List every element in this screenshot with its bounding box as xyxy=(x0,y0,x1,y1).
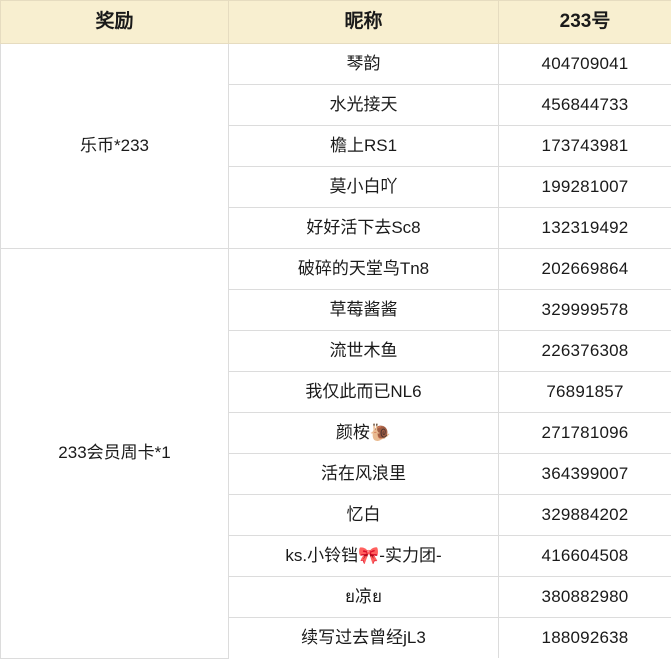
user-id-cell: 404709041 xyxy=(499,44,671,85)
nickname-cell: ย凉ย xyxy=(229,577,499,618)
table-header-row: 奖励 昵称 233号 xyxy=(1,1,671,44)
nickname-cell: 破碎的天堂鸟Tn8 xyxy=(229,249,499,290)
nickname-cell: 忆白 xyxy=(229,495,499,536)
user-id-cell: 199281007 xyxy=(499,167,671,208)
nickname-cell: ks.小铃铛🎀-实力团- xyxy=(229,536,499,577)
nickname-cell: 续写过去曾经jL3 xyxy=(229,618,499,659)
user-id-cell: 329999578 xyxy=(499,290,671,331)
column-header-id: 233号 xyxy=(499,1,671,44)
table-header: 奖励 昵称 233号 xyxy=(1,1,671,44)
nickname-cell: 流世木鱼 xyxy=(229,331,499,372)
user-id-cell: 76891857 xyxy=(499,372,671,413)
nickname-cell: 好好活下去Sc8 xyxy=(229,208,499,249)
user-id-cell: 132319492 xyxy=(499,208,671,249)
nickname-cell: 活在风浪里 xyxy=(229,454,499,495)
nickname-cell: 我仅此而已NL6 xyxy=(229,372,499,413)
nickname-cell: 颜桉🐌 xyxy=(229,413,499,454)
user-id-cell: 202669864 xyxy=(499,249,671,290)
user-id-cell: 226376308 xyxy=(499,331,671,372)
user-id-cell: 188092638 xyxy=(499,618,671,659)
user-id-cell: 456844733 xyxy=(499,85,671,126)
nickname-cell: 水光接天 xyxy=(229,85,499,126)
nickname-cell: 草莓酱酱 xyxy=(229,290,499,331)
user-id-cell: 380882980 xyxy=(499,577,671,618)
user-id-cell: 329884202 xyxy=(499,495,671,536)
nickname-cell: 莫小白吖 xyxy=(229,167,499,208)
reward-cell: 233会员周卡*1 xyxy=(1,249,229,659)
column-header-reward: 奖励 xyxy=(1,1,229,44)
user-id-cell: 271781096 xyxy=(499,413,671,454)
nickname-cell: 檐上RS1 xyxy=(229,126,499,167)
reward-cell: 乐币*233 xyxy=(1,44,229,249)
nickname-cell: 琴韵 xyxy=(229,44,499,85)
column-header-nickname: 昵称 xyxy=(229,1,499,44)
user-id-cell: 416604508 xyxy=(499,536,671,577)
user-id-cell: 173743981 xyxy=(499,126,671,167)
user-id-cell: 364399007 xyxy=(499,454,671,495)
